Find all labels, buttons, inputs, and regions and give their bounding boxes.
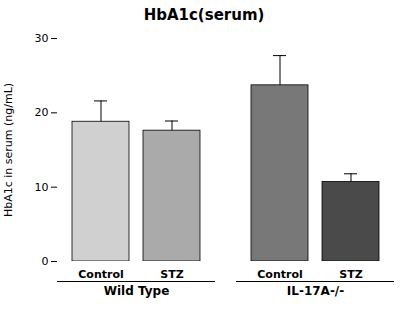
svg-text:Wild Type: Wild Type — [104, 284, 170, 298]
svg-text:IL-17A-/-: IL-17A-/- — [287, 284, 344, 298]
svg-text:30: 30 — [35, 32, 49, 45]
svg-text:Control: Control — [78, 268, 123, 281]
svg-text:0: 0 — [42, 255, 49, 268]
svg-text:STZ: STZ — [339, 268, 362, 281]
svg-text:10: 10 — [35, 181, 49, 194]
svg-text:Control: Control — [257, 268, 302, 281]
svg-text:STZ: STZ — [160, 268, 183, 281]
html-text:HbA1c(serum): HbA1c(serum) — [143, 6, 265, 24]
svg-text:HbA1c in serum (ng/mL): HbA1c in serum (ng/mL) — [2, 83, 15, 217]
svg-text:20: 20 — [35, 106, 49, 119]
